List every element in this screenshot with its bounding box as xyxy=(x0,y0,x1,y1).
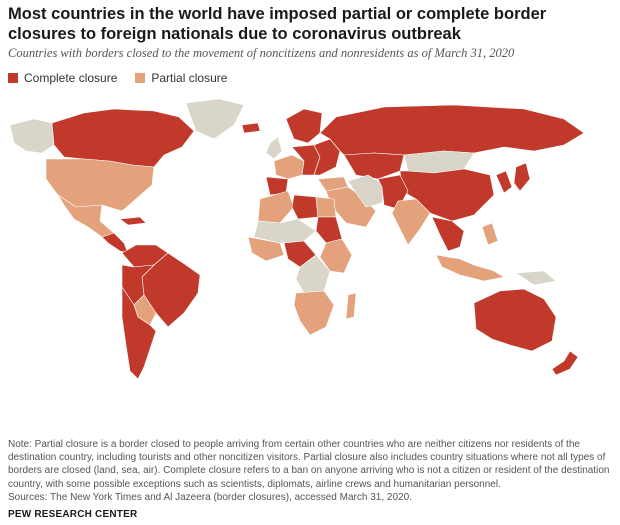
region-western-europe xyxy=(273,154,305,180)
region-southeast-asia xyxy=(431,216,465,252)
region-north-africa-west xyxy=(257,190,295,224)
region-new-zealand xyxy=(551,350,579,376)
legend-swatch-partial xyxy=(135,73,146,83)
region-east-africa xyxy=(319,238,353,274)
region-egypt xyxy=(315,196,337,218)
region-iran xyxy=(347,174,385,208)
region-uk-ireland xyxy=(265,136,283,160)
legend: Complete closure Partial closure xyxy=(8,71,245,85)
region-libya xyxy=(291,194,319,220)
region-central-america xyxy=(101,232,129,254)
region-southern-africa xyxy=(293,290,335,336)
region-alaska xyxy=(9,118,55,154)
region-indonesia xyxy=(435,254,505,282)
legend-item-complete: Complete closure xyxy=(8,71,117,85)
chart-title: Most countries in the world have imposed… xyxy=(8,5,547,43)
region-china xyxy=(399,168,495,222)
region-scandinavia xyxy=(285,108,323,144)
region-madagascar xyxy=(345,292,357,320)
region-canada xyxy=(51,108,195,168)
region-sahel xyxy=(253,218,317,244)
region-kazakhstan xyxy=(343,152,405,180)
region-australia xyxy=(473,288,557,352)
legend-item-partial: Partial closure xyxy=(135,71,227,85)
chart-source: Sources: The New York Times and Al Jazee… xyxy=(8,492,412,503)
region-greenland xyxy=(185,98,245,140)
region-argentina-chile xyxy=(121,286,157,380)
region-russia xyxy=(319,104,585,156)
chart-note: Note: Partial closure is a border closed… xyxy=(8,439,610,490)
region-sudan xyxy=(315,216,343,244)
region-new-guinea xyxy=(515,270,557,286)
region-philippines xyxy=(481,222,499,246)
legend-label-partial: Partial closure xyxy=(151,71,228,85)
world-map xyxy=(9,98,585,380)
region-west-africa xyxy=(247,236,285,262)
region-cuba xyxy=(119,216,147,226)
region-korea-japan xyxy=(495,162,531,194)
chart-subtitle: Countries with borders closed to the mov… xyxy=(8,46,515,60)
region-india xyxy=(391,198,431,246)
chart-credit: PEW RESEARCH CENTER xyxy=(8,509,138,520)
legend-label-complete: Complete closure xyxy=(24,71,118,85)
region-iceland xyxy=(241,122,261,134)
region-united-states xyxy=(45,158,155,212)
legend-swatch-complete xyxy=(8,73,18,83)
